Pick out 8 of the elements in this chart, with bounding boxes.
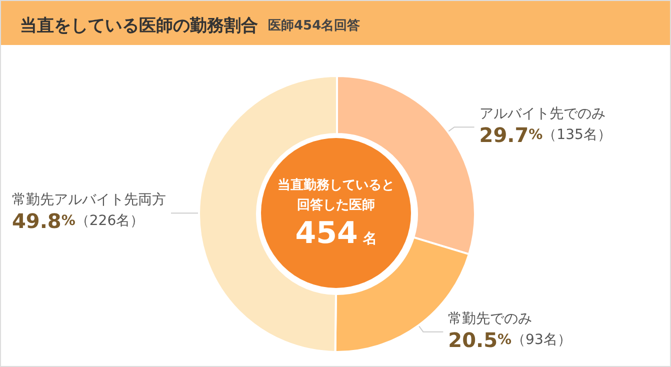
slice-label: アルバイト先でのみ — [479, 106, 606, 122]
data-label: 29.7%（135名） — [479, 123, 612, 148]
chart-title: 当直をしている医師の勤務割合 — [20, 16, 258, 36]
data-label: 49.8%（226名） — [12, 209, 144, 234]
data-label: 20.5%（93名） — [448, 328, 572, 352]
slice-label: 常勤先でのみ — [448, 310, 532, 327]
chart-subtitle: 医師454名回答 — [268, 18, 360, 34]
slice-label: 常勤先アルバイト先両方 — [12, 192, 166, 208]
